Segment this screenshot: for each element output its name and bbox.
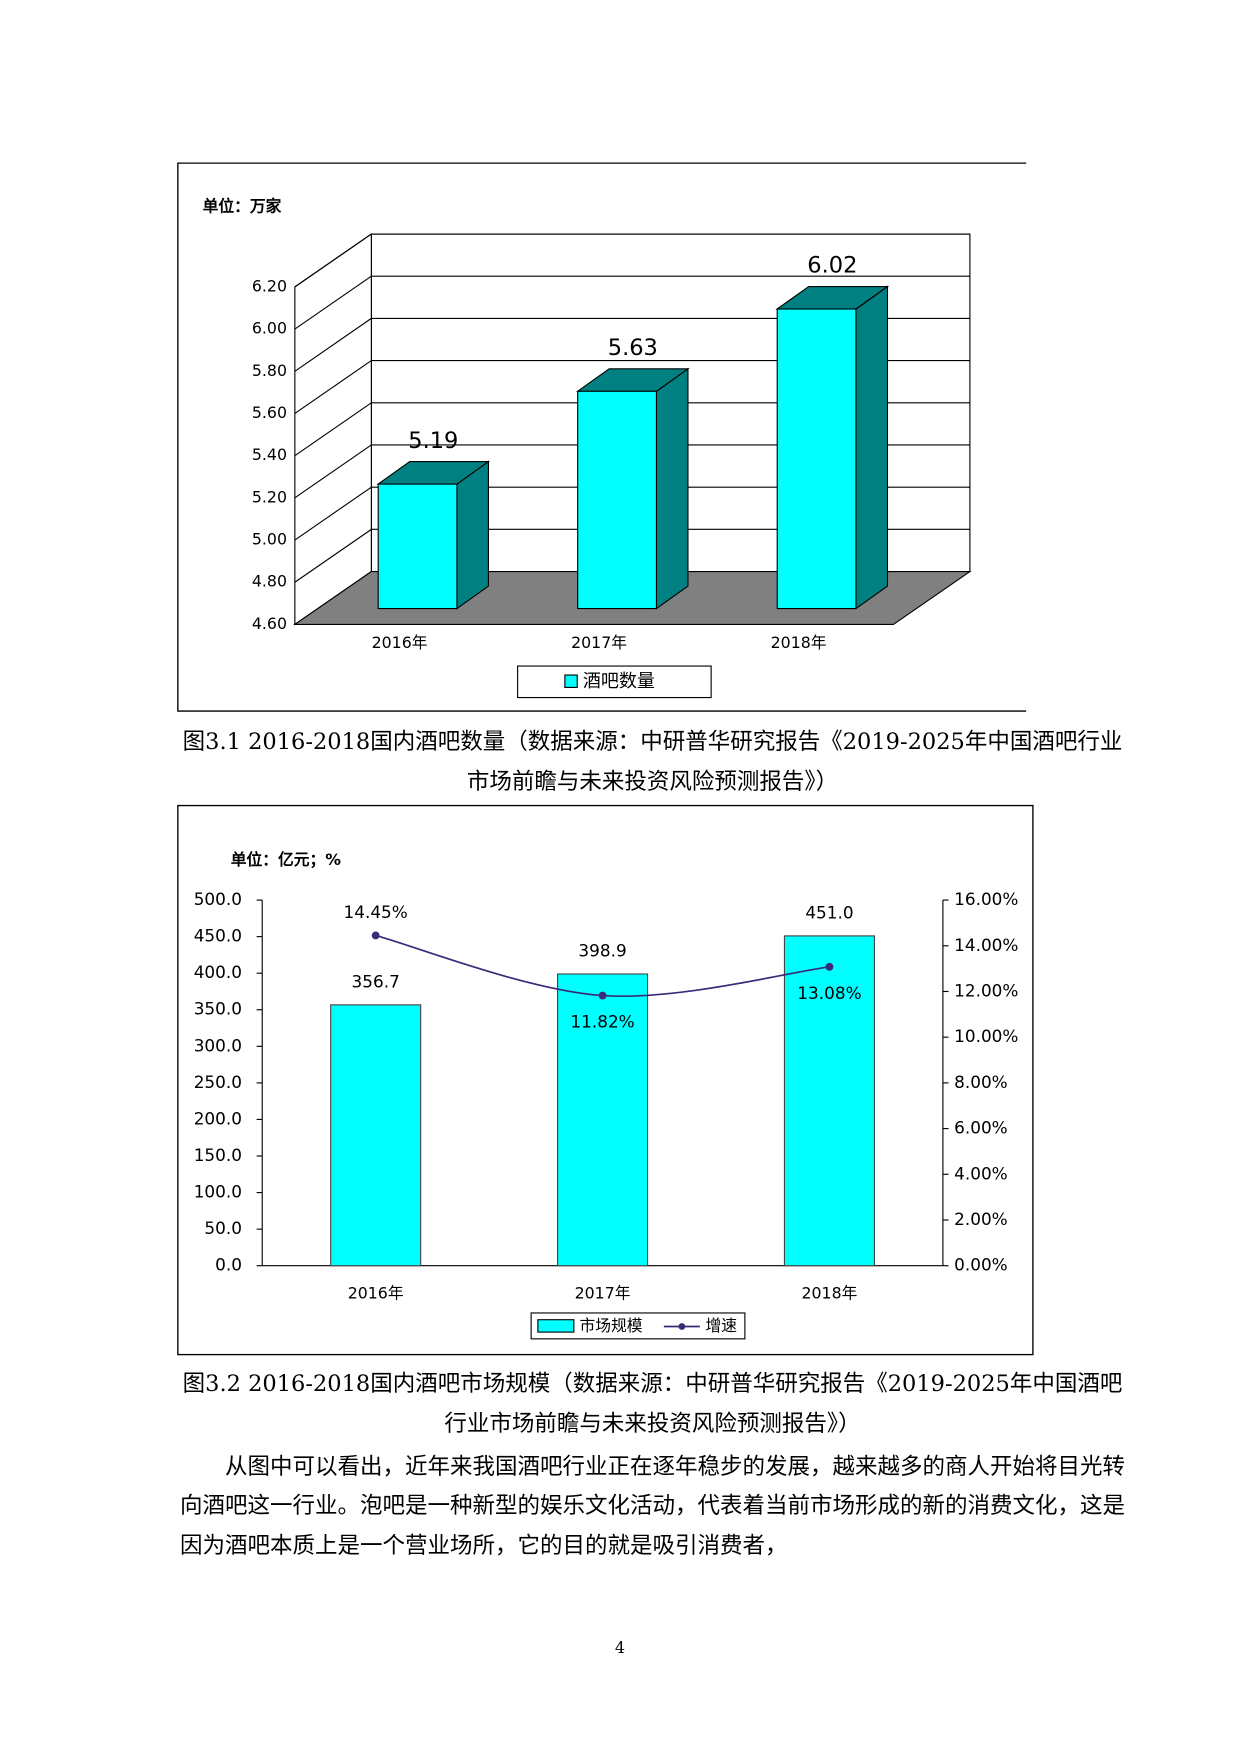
value-label: 356.7 xyxy=(352,971,400,991)
bar xyxy=(783,935,876,1267)
bar xyxy=(377,483,458,610)
x-tick-label: 2018年 xyxy=(802,1283,858,1302)
y2-tick-label: 0.00% xyxy=(954,1255,1008,1275)
x-tick-label: 2017年 xyxy=(575,1283,631,1302)
grid-line xyxy=(294,528,372,583)
legend-label: 增速 xyxy=(706,1316,738,1335)
y-tick-label: 50.0 xyxy=(204,1218,242,1238)
y-tick-label: 200.0 xyxy=(194,1108,242,1128)
value-label: 14.45% xyxy=(344,902,408,922)
caption: 图3.1 2016-2018国内酒吧数量（数据来源：中研普华研究报告《2019-… xyxy=(182,729,1123,795)
y2-tick-label: 14.00% xyxy=(954,935,1018,955)
value-label: 11.82% xyxy=(570,1012,634,1032)
y-tick-label: 6.00 xyxy=(252,319,287,338)
y-tick-label: 5.60 xyxy=(252,403,287,422)
y2-tick-label: 6.00% xyxy=(954,1118,1008,1138)
marker xyxy=(371,931,380,940)
bar-side xyxy=(456,460,490,610)
grid-line xyxy=(294,275,372,330)
legend-swatch xyxy=(537,1319,575,1333)
caption: 图3.2 2016-2018国内酒吧市场规模（数据来源：中研普华研究报告《201… xyxy=(182,1371,1123,1437)
y2-tick-label: 12.00% xyxy=(954,980,1018,1000)
bar-side xyxy=(855,285,889,610)
chart-frame xyxy=(177,162,1027,712)
y-tick-label: 300.0 xyxy=(194,1035,242,1055)
legend-label: 酒吧数量 xyxy=(583,671,655,692)
y2-tick-label: 4.00% xyxy=(954,1163,1008,1183)
bar xyxy=(330,1004,422,1267)
legend xyxy=(517,665,712,699)
y-tick-label: 6.20 xyxy=(252,276,287,295)
bar xyxy=(556,973,649,1267)
y2-tick-label: 8.00% xyxy=(954,1072,1008,1092)
value-label: 6.02 xyxy=(807,253,857,279)
y-tick-label: 0.0 xyxy=(215,1255,242,1275)
marker xyxy=(598,991,607,1000)
grid-line xyxy=(294,402,372,457)
x-tick-label: 2016年 xyxy=(348,1283,404,1302)
legend-label: 市场规模 xyxy=(579,1316,642,1335)
y-tick-label: 350.0 xyxy=(194,999,242,1019)
value-label: 5.19 xyxy=(408,428,458,454)
y2-tick-label: 10.00% xyxy=(954,1026,1018,1046)
marker xyxy=(825,962,834,971)
value-label: 451.0 xyxy=(805,902,853,922)
unit-label: 单位：万家 xyxy=(203,197,282,216)
x-tick-label: 2018年 xyxy=(771,633,827,652)
chart-frame xyxy=(177,804,1034,1356)
paragraph: 从图中可以看出，近年来我国酒吧行业正在逐年稳步的发展，越来越多的商人开始将目光转… xyxy=(180,1454,1126,1559)
bar-side xyxy=(655,367,689,610)
grid-line xyxy=(294,317,372,372)
y-tick-label: 5.20 xyxy=(252,487,287,506)
legend-swatch xyxy=(564,674,578,688)
page-number: 4 xyxy=(614,1638,626,1657)
y-tick-label: 450.0 xyxy=(194,926,242,946)
y2-tick-label: 16.00% xyxy=(954,889,1018,909)
y-tick-label: 100.0 xyxy=(194,1182,242,1202)
y-tick-label: 5.40 xyxy=(252,445,287,464)
bar xyxy=(577,390,658,610)
y-tick-label: 400.0 xyxy=(194,962,242,982)
grid-line xyxy=(294,444,372,499)
legend-swatch xyxy=(678,1323,686,1330)
grid-line xyxy=(294,233,372,288)
value-label: 398.9 xyxy=(578,940,626,960)
y-tick-label: 250.0 xyxy=(194,1072,242,1092)
y2-tick-label: 2.00% xyxy=(954,1209,1008,1229)
grid-line xyxy=(294,486,372,541)
unit-label: 单位：亿元；% xyxy=(231,850,341,869)
y-tick-label: 500.0 xyxy=(194,889,242,909)
y-tick-label: 150.0 xyxy=(194,1145,242,1165)
bar xyxy=(776,308,857,610)
value-label: 13.08% xyxy=(797,983,861,1003)
y-tick-label: 4.60 xyxy=(252,614,287,633)
y-tick-label: 5.80 xyxy=(252,361,287,380)
y-tick-label: 5.00 xyxy=(252,530,287,549)
grid-line xyxy=(294,360,372,414)
x-tick-label: 2016年 xyxy=(372,633,428,652)
x-tick-label: 2017年 xyxy=(571,633,627,652)
y-tick-label: 4.80 xyxy=(252,572,287,591)
value-label: 5.63 xyxy=(608,335,658,361)
